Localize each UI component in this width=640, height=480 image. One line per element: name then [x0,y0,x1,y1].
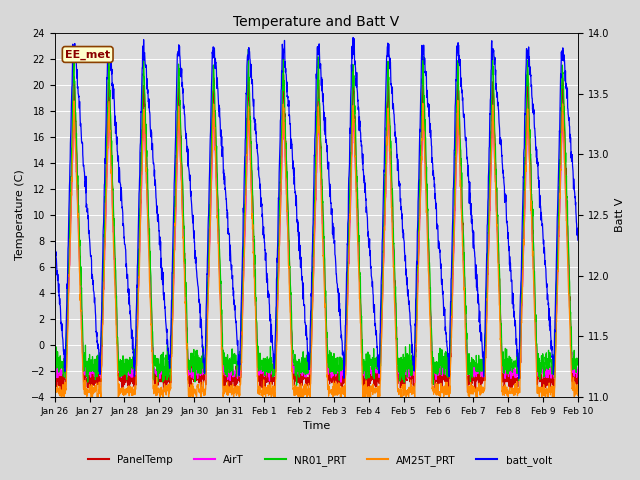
Y-axis label: Temperature (C): Temperature (C) [15,169,25,261]
X-axis label: Time: Time [303,421,330,432]
Title: Temperature and Batt V: Temperature and Batt V [233,15,399,29]
Text: EE_met: EE_met [65,49,110,60]
Legend: PanelTemp, AirT, NR01_PRT, AM25T_PRT, batt_volt: PanelTemp, AirT, NR01_PRT, AM25T_PRT, ba… [84,451,556,470]
Y-axis label: Batt V: Batt V [615,198,625,232]
